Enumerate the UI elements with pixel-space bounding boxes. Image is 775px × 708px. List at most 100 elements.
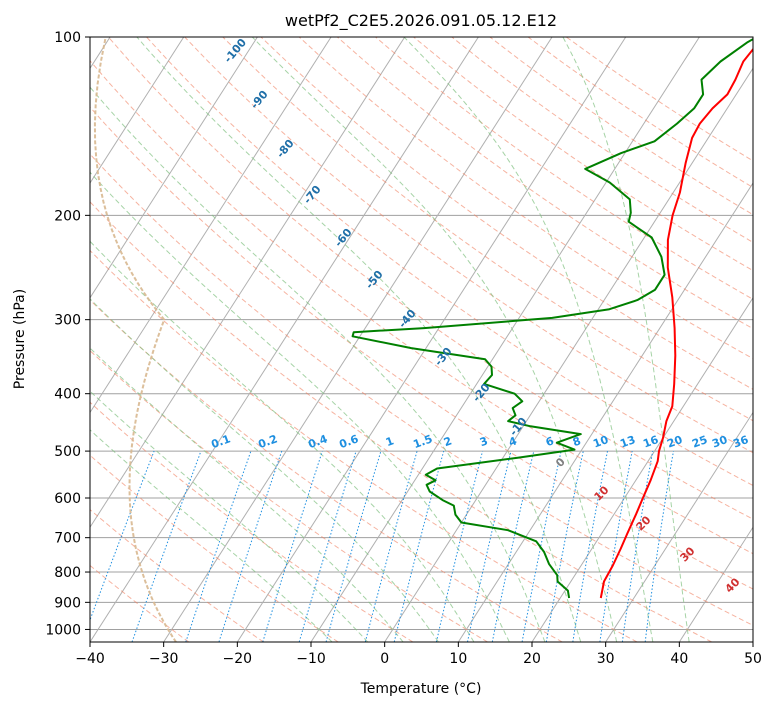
dry-adiabat-line xyxy=(90,59,753,555)
mixing-ratio-label: 25 xyxy=(690,433,709,450)
dry-adiabat-line xyxy=(336,37,753,330)
isotherm-line xyxy=(605,411,753,642)
mixing-ratio-line xyxy=(262,450,323,642)
isotherm-line xyxy=(678,526,753,642)
mixing-ratio-line xyxy=(393,450,445,642)
dry-adiabat-line xyxy=(90,201,712,642)
mixing-ratio-label: 0.4 xyxy=(306,432,329,451)
dry-adiabat-line xyxy=(489,37,753,216)
x-tick-label: −30 xyxy=(149,651,179,667)
isotherm-line xyxy=(531,296,753,642)
moist-adiabat-line xyxy=(136,37,582,642)
mixing-ratio-line xyxy=(491,450,535,642)
mixing-ratio-label: 10 xyxy=(591,433,610,451)
dry-adiabat-line xyxy=(413,37,753,272)
mixing-ratio-line xyxy=(364,450,418,642)
mixing-ratio-label: 4 xyxy=(507,434,519,449)
dry-adiabat-line xyxy=(375,37,753,300)
x-tick-label: −20 xyxy=(223,651,253,667)
mixing-ratio-lines xyxy=(90,450,674,642)
dry-adiabats xyxy=(90,37,753,642)
x-axis-label: Temperature (°C) xyxy=(360,681,482,697)
y-axis-label: Pressure (hPa) xyxy=(12,289,28,389)
y-tick-label: 300 xyxy=(54,313,81,329)
isotherm-line xyxy=(236,37,627,642)
mixing-ratio-line xyxy=(435,450,484,642)
isotherm-line xyxy=(90,37,258,299)
mixing-ratio-label: 1.5 xyxy=(411,432,434,451)
mixing-ratio-label: 20 xyxy=(665,433,684,451)
mixing-ratio-label: 30 xyxy=(710,433,729,451)
isotherm-value-label: -60 xyxy=(332,226,355,250)
dry-adiabat-line xyxy=(90,153,753,626)
mixing-ratio-line xyxy=(521,450,562,642)
moist-adiabat-line xyxy=(90,298,439,642)
dewpoint-profile-line xyxy=(351,38,753,599)
mixing-ratio-label: 2 xyxy=(442,434,454,449)
moist-adiabat-line xyxy=(90,429,333,642)
isotherm-line xyxy=(384,67,753,642)
moist-adiabat-line xyxy=(90,171,510,642)
mixing-ratio-label: 36 xyxy=(731,433,750,451)
dry-adiabat-label: 40 xyxy=(723,575,743,595)
mixing-ratio-label: 0.1 xyxy=(209,432,232,451)
mixing-ratio-line xyxy=(572,451,608,642)
y-tick-label: 500 xyxy=(54,444,81,460)
isotherm-value-label: -80 xyxy=(274,137,297,161)
mixing-ratio-line xyxy=(185,450,252,642)
mixing-ratio-line xyxy=(467,450,512,642)
mixing-ratio-line xyxy=(131,450,202,642)
x-tick-label: −10 xyxy=(296,651,326,667)
dry-adiabat-line xyxy=(108,37,753,520)
dry-adiabat-line xyxy=(90,106,753,590)
mixing-ratio-label: 6 xyxy=(544,434,556,449)
mixing-ratio-label: 0.2 xyxy=(256,432,279,451)
x-tick-label: 0 xyxy=(380,651,389,667)
mixing-ratio-label: 0.6 xyxy=(337,432,360,451)
wet-bulb-zero-curve xyxy=(93,37,177,642)
y-tick-label: 200 xyxy=(54,208,81,224)
plot-area: -100-90-80-70-60-50-40-30-20-100.1 0.2 0.4… xyxy=(90,37,753,642)
mixing-ratio-label: 13 xyxy=(618,433,637,450)
dry-adiabat-line xyxy=(222,37,753,422)
y-tick-label: 1000 xyxy=(45,622,81,638)
mixing-ratio-line xyxy=(599,451,633,642)
plot-frame xyxy=(89,36,754,643)
dry-adiabat-line xyxy=(90,401,414,642)
zero-label: 0 xyxy=(553,455,568,470)
isotherm-line xyxy=(90,37,479,642)
isotherm-line xyxy=(752,641,753,642)
mixing-ratio-label: 1 xyxy=(384,434,396,449)
y-axis-ticks: 100 200 300 400 500 600 700 800 900 1000 xyxy=(45,30,90,638)
dry-adiabat-line xyxy=(90,454,339,642)
dry-adiabat-label: 20 xyxy=(634,513,654,533)
x-tick-label: 20 xyxy=(523,651,541,667)
x-tick-label: 40 xyxy=(670,651,688,667)
profile-series xyxy=(351,38,753,599)
mixing-ratio-label: 3 xyxy=(478,434,490,449)
dry-adiabat-line xyxy=(184,37,753,454)
isotherm-line xyxy=(310,37,700,642)
isotherm-line xyxy=(163,37,553,642)
y-tick-label: 900 xyxy=(54,595,81,611)
moist-adiabats xyxy=(90,37,690,642)
y-tick-label: 700 xyxy=(54,531,81,547)
isotherm-line xyxy=(90,37,185,184)
moist-adiabat-line xyxy=(403,37,654,642)
moist-adiabat-line xyxy=(90,86,546,642)
dry-adiabat-line xyxy=(90,508,264,642)
x-tick-label: 50 xyxy=(744,651,762,667)
mixing-ratio-line xyxy=(644,451,674,642)
y-tick-label: 400 xyxy=(54,387,81,403)
dry-adiabat-line xyxy=(90,564,190,642)
isotherm-line xyxy=(90,37,332,414)
x-tick-label: 10 xyxy=(449,651,467,667)
mixing-ratio-line xyxy=(298,450,357,642)
isotherm-line xyxy=(90,37,406,529)
line-labels: -100-90-80-70-60-50-40-30-20-100.1 0.2 0.4… xyxy=(209,37,750,596)
moist-adiabat-line xyxy=(251,37,618,642)
moist-adiabat-line xyxy=(90,390,369,642)
moist-adiabat-line xyxy=(562,37,690,642)
mixing-ratio-label: 16 xyxy=(641,433,660,451)
